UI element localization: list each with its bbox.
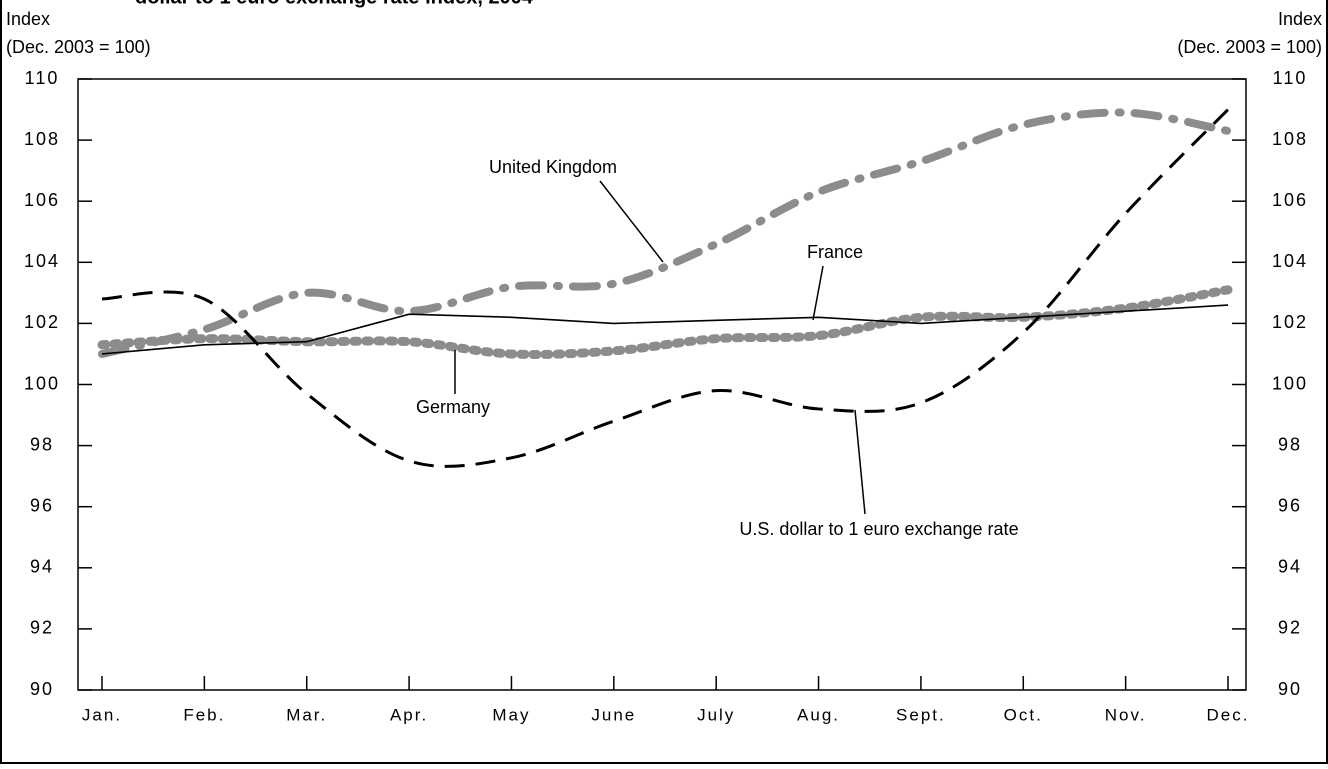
annotation: U.S. dollar to 1 euro exchange rate [739, 519, 1018, 539]
plot-area [77, 78, 1247, 691]
y2-tick-label: 106 [1272, 190, 1308, 210]
x-tick-label: Aug. [797, 705, 840, 724]
y2-label: (Dec. 2003 = 100) [1177, 37, 1322, 57]
x-tick-label: July [697, 705, 735, 724]
y-tick-label: 104 [24, 251, 60, 271]
y-label: Index [6, 9, 50, 29]
y2-tick-label: 94 [1278, 557, 1302, 577]
annotation: United Kingdom [489, 157, 617, 177]
x-tick-label: Sept. [896, 705, 946, 724]
y-tick-label: 100 [24, 373, 60, 393]
y-tick-label: 96 [30, 495, 54, 515]
chart-title: dollar to 1 euro exchange rate index, 20… [135, 0, 534, 8]
x-tick-label: June [591, 705, 636, 724]
y2-tick-label: 104 [1272, 251, 1308, 271]
x-tick-label: Dec. [1207, 705, 1250, 724]
annotation-leader [599, 180, 664, 263]
x-tick-label: May [492, 705, 530, 724]
y-label: (Dec. 2003 = 100) [6, 37, 151, 57]
y2-tick-label: 100 [1272, 373, 1308, 393]
annotation: France [807, 242, 863, 262]
y2-tick-label: 102 [1272, 312, 1308, 332]
y2-label: Index [1278, 9, 1322, 29]
x-tick-label: Oct. [1004, 705, 1043, 724]
x-tick-label: Mar. [286, 705, 327, 724]
y-tick-label: 90 [30, 679, 54, 699]
y-tick-label: 110 [25, 68, 60, 88]
annotation-leader [812, 265, 824, 321]
annotation: Germany [416, 397, 490, 417]
y2-tick-label: 108 [1272, 129, 1308, 149]
y2-tick-label: 92 [1278, 618, 1302, 638]
y-tick-label: 108 [24, 129, 60, 149]
annotation-leader [854, 409, 866, 515]
y-tick-label: 92 [30, 618, 54, 638]
x-tick-label: Nov. [1105, 705, 1147, 724]
x-tick-label: Feb. [183, 705, 225, 724]
y2-tick-label: 90 [1278, 679, 1302, 699]
y-tick-label: 106 [24, 190, 60, 210]
x-tick-label: Apr. [390, 705, 428, 724]
y-tick-label: 102 [24, 312, 60, 332]
line-series [101, 108, 1230, 468]
y-tick-label: 98 [30, 434, 54, 454]
y2-tick-label: 110 [1273, 68, 1308, 88]
y2-tick-label: 98 [1278, 434, 1302, 454]
y-tick-label: 94 [30, 557, 54, 577]
x-tick-label: Jan. [82, 705, 122, 724]
line-series [98, 108, 1232, 358]
y2-tick-label: 96 [1278, 495, 1302, 515]
